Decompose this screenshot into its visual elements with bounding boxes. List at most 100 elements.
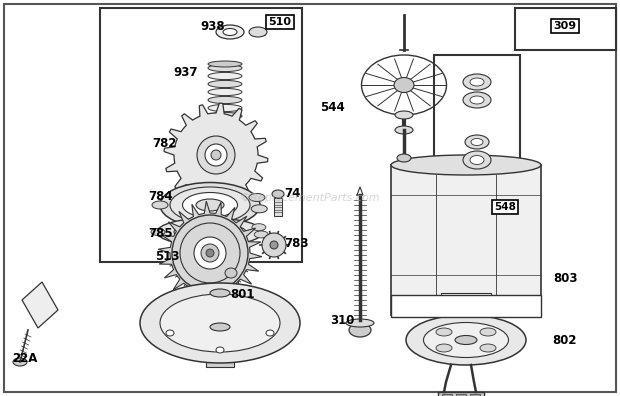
- Ellipse shape: [151, 228, 165, 236]
- Ellipse shape: [208, 112, 242, 120]
- Ellipse shape: [208, 121, 242, 127]
- Text: ©ReplacementParts.com: ©ReplacementParts.com: [240, 193, 380, 203]
- Ellipse shape: [423, 322, 508, 358]
- Ellipse shape: [266, 330, 274, 336]
- Ellipse shape: [251, 205, 267, 213]
- Ellipse shape: [174, 223, 246, 241]
- Ellipse shape: [249, 27, 267, 37]
- Ellipse shape: [197, 136, 235, 174]
- Ellipse shape: [160, 183, 260, 227]
- Ellipse shape: [170, 187, 250, 223]
- Ellipse shape: [201, 244, 219, 262]
- Ellipse shape: [436, 344, 452, 352]
- Ellipse shape: [205, 144, 227, 166]
- Bar: [224, 273, 238, 297]
- Ellipse shape: [254, 231, 268, 238]
- Ellipse shape: [152, 201, 168, 209]
- Ellipse shape: [194, 237, 226, 269]
- Ellipse shape: [210, 323, 230, 331]
- Ellipse shape: [182, 192, 237, 217]
- Ellipse shape: [455, 335, 477, 345]
- Ellipse shape: [470, 96, 484, 104]
- Ellipse shape: [480, 328, 496, 336]
- Ellipse shape: [140, 283, 300, 363]
- Ellipse shape: [272, 190, 284, 198]
- Text: 785: 785: [148, 227, 172, 240]
- Bar: [456, 394, 466, 396]
- Bar: [438, 392, 484, 396]
- Text: 310: 310: [330, 314, 355, 326]
- Text: 938: 938: [200, 19, 224, 32]
- Bar: [210, 293, 230, 327]
- Text: 74: 74: [284, 187, 300, 200]
- Ellipse shape: [463, 74, 491, 90]
- Polygon shape: [22, 282, 58, 328]
- Text: 510: 510: [268, 17, 291, 27]
- Text: 22A: 22A: [12, 352, 37, 364]
- Ellipse shape: [208, 88, 242, 95]
- Ellipse shape: [394, 78, 414, 93]
- Text: 309: 309: [554, 21, 577, 31]
- Ellipse shape: [166, 330, 174, 336]
- Text: 548: 548: [494, 202, 516, 212]
- Polygon shape: [164, 103, 268, 207]
- Text: 513: 513: [155, 249, 180, 263]
- Ellipse shape: [397, 154, 411, 162]
- Ellipse shape: [216, 347, 224, 353]
- Bar: [442, 394, 452, 396]
- Bar: [515, 8, 616, 50]
- Text: 802: 802: [552, 333, 577, 346]
- Ellipse shape: [463, 92, 491, 108]
- Ellipse shape: [208, 61, 242, 67]
- Ellipse shape: [252, 224, 266, 231]
- Ellipse shape: [436, 328, 452, 336]
- Ellipse shape: [196, 199, 224, 211]
- Ellipse shape: [211, 150, 221, 160]
- Bar: [470, 394, 480, 396]
- Ellipse shape: [395, 126, 413, 134]
- Ellipse shape: [395, 111, 413, 119]
- Ellipse shape: [13, 358, 27, 366]
- Text: 801: 801: [230, 287, 254, 301]
- Ellipse shape: [249, 194, 265, 202]
- Ellipse shape: [270, 241, 278, 249]
- Bar: [441, 293, 491, 317]
- Ellipse shape: [157, 218, 263, 246]
- Text: 544: 544: [320, 101, 345, 114]
- Ellipse shape: [471, 139, 483, 145]
- Ellipse shape: [208, 80, 242, 88]
- Ellipse shape: [206, 249, 214, 257]
- Ellipse shape: [225, 268, 237, 278]
- Ellipse shape: [470, 156, 484, 164]
- Ellipse shape: [223, 29, 237, 36]
- Ellipse shape: [210, 289, 230, 297]
- Ellipse shape: [480, 344, 496, 352]
- Bar: [391, 165, 541, 315]
- Ellipse shape: [208, 96, 242, 104]
- Ellipse shape: [406, 315, 526, 365]
- Ellipse shape: [208, 65, 242, 72]
- Text: 937: 937: [173, 65, 198, 78]
- Ellipse shape: [216, 25, 244, 39]
- Ellipse shape: [208, 72, 242, 80]
- Bar: [391, 295, 541, 317]
- Text: 803: 803: [553, 272, 577, 284]
- Ellipse shape: [463, 151, 491, 169]
- Ellipse shape: [262, 233, 286, 257]
- Text: 784: 784: [148, 190, 172, 202]
- Ellipse shape: [465, 135, 489, 149]
- Ellipse shape: [470, 78, 484, 86]
- Ellipse shape: [160, 294, 280, 352]
- Bar: [206, 353, 234, 367]
- Ellipse shape: [346, 319, 374, 327]
- Bar: [100, 8, 302, 262]
- Ellipse shape: [349, 323, 371, 337]
- Ellipse shape: [208, 105, 242, 112]
- Text: 782: 782: [152, 137, 177, 150]
- Text: 783: 783: [284, 236, 309, 249]
- Bar: [274, 198, 282, 216]
- Ellipse shape: [391, 155, 541, 175]
- Polygon shape: [158, 201, 262, 305]
- Bar: [311, 8, 616, 390]
- Bar: [434, 55, 520, 215]
